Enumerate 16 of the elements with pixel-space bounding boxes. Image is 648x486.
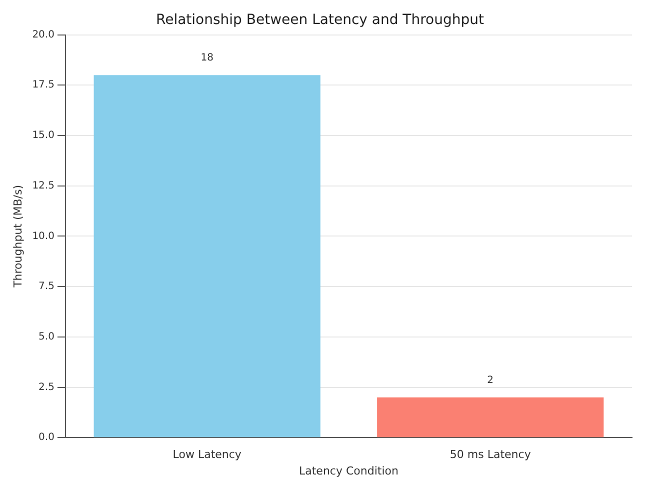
x-tick-label: 50 ms Latency <box>450 448 532 462</box>
data-label: 2 <box>487 374 494 386</box>
y-tick-label: 15.0 <box>32 130 54 142</box>
y-tick-label: 7.5 <box>38 281 54 292</box>
y-axis-title: Throughput (MB/s) <box>11 184 24 288</box>
x-tick-label: Low Latency <box>172 448 242 462</box>
data-label: 18 <box>200 52 214 64</box>
y-tick-label: 10.0 <box>32 230 54 242</box>
y-tick-label: 2.5 <box>38 382 54 393</box>
y-tick-label: 5.0 <box>38 331 54 342</box>
y-tick-label: 20.0 <box>32 29 54 40</box>
x-axis-title: Latency Condition <box>299 464 398 478</box>
y-tick-label: 0.0 <box>38 432 54 444</box>
y-tick-label: 12.5 <box>32 180 54 192</box>
y-tick-label: 17.5 <box>32 80 54 91</box>
chart-title: Relationship Between Latency and Throughput <box>156 12 485 28</box>
